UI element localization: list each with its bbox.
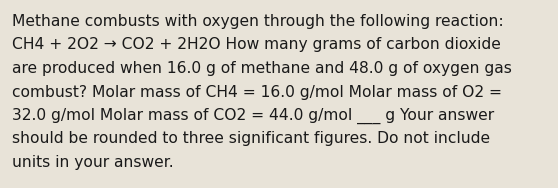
Text: are produced when 16.0 g of methane and 48.0 g of oxygen gas: are produced when 16.0 g of methane and …	[12, 61, 512, 76]
Text: CH4 + 2O2 → CO2 + 2H2O How many grams of carbon dioxide: CH4 + 2O2 → CO2 + 2H2O How many grams of…	[12, 37, 501, 52]
Text: units in your answer.: units in your answer.	[12, 155, 174, 170]
Text: 32.0 g/mol Molar mass of CO2 = 44.0 g/mol ___ g Your answer: 32.0 g/mol Molar mass of CO2 = 44.0 g/mo…	[12, 108, 494, 124]
Text: should be rounded to three significant figures. Do not include: should be rounded to three significant f…	[12, 131, 490, 146]
Text: Methane combusts with oxygen through the following reaction:: Methane combusts with oxygen through the…	[12, 14, 504, 29]
Text: combust? Molar mass of CH4 = 16.0 g/mol Molar mass of O2 =: combust? Molar mass of CH4 = 16.0 g/mol …	[12, 84, 502, 99]
